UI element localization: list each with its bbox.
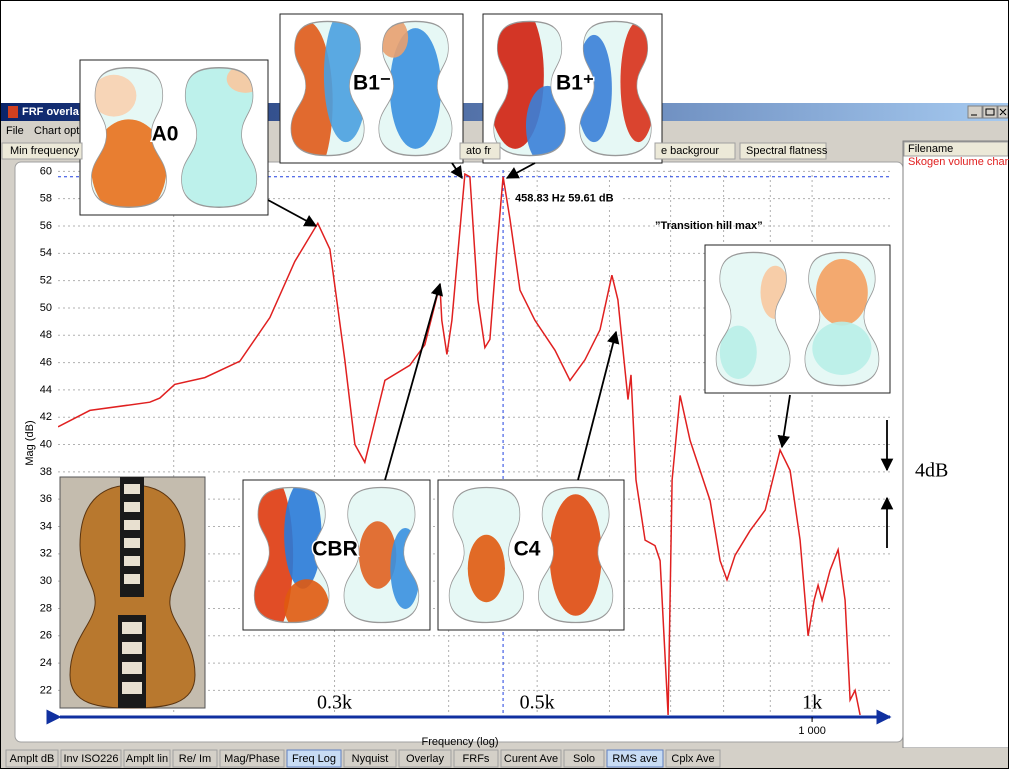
photo-inlay bbox=[124, 520, 140, 530]
tab[interactable]: Amplt lin bbox=[126, 753, 168, 765]
mode-blob bbox=[816, 259, 868, 326]
tab[interactable]: RMS ave bbox=[612, 753, 657, 765]
photo-inlay bbox=[122, 622, 142, 634]
tab[interactable]: Mag/Phase bbox=[224, 753, 280, 765]
mode-label: B1⁺ bbox=[556, 72, 594, 95]
y-tick-label: 32 bbox=[40, 548, 52, 560]
y-tick-label: 42 bbox=[40, 411, 52, 423]
y-tick-label: 24 bbox=[40, 657, 52, 669]
x-axis-label: Frequency (log) bbox=[421, 736, 498, 748]
tab[interactable]: Amplt dB bbox=[10, 753, 55, 765]
menu-item[interactable]: File bbox=[6, 125, 24, 137]
mode-label: A0 bbox=[152, 123, 179, 146]
y-tick-label: 38 bbox=[40, 466, 52, 478]
y-tick-label: 26 bbox=[40, 630, 52, 642]
photo-inlay bbox=[122, 642, 142, 654]
tab[interactable]: Overlay bbox=[406, 753, 444, 765]
y-tick-label: 44 bbox=[40, 384, 52, 396]
transition-label: ”Transition hill max” bbox=[655, 220, 763, 232]
mode-blob bbox=[550, 494, 602, 616]
y-tick-label: 36 bbox=[40, 493, 52, 505]
y-tick-label: 50 bbox=[40, 302, 52, 314]
tab[interactable]: FRFs bbox=[463, 753, 490, 765]
mode-label: C4 bbox=[514, 538, 541, 561]
y-tick-label: 52 bbox=[40, 275, 52, 287]
photo-inlay bbox=[124, 538, 140, 548]
side-header: Filename bbox=[908, 143, 953, 155]
y-tick-label: 54 bbox=[40, 247, 52, 259]
legend-entry: Skogen volume chan... bbox=[908, 156, 1009, 168]
y-tick-label: 22 bbox=[40, 684, 52, 696]
toolbar-button[interactable]: ato fr bbox=[466, 145, 491, 157]
toolbar-button[interactable]: Min frequency bbox=[10, 145, 80, 157]
mode-label: B1⁻ bbox=[353, 72, 391, 95]
photo-inlay bbox=[124, 484, 140, 494]
mode-label: CBR bbox=[312, 538, 358, 561]
mode-blob bbox=[359, 521, 396, 589]
tab[interactable]: Solo bbox=[573, 753, 595, 765]
y-tick-label: 30 bbox=[40, 575, 52, 587]
y-tick-label: 40 bbox=[40, 438, 52, 450]
photo-inlay bbox=[124, 556, 140, 566]
tab[interactable]: Curent Ave bbox=[504, 753, 558, 765]
screenshot: FRF overla Filename A0 B1⁻ B1⁺ CBR C4 ”Transi… bbox=[0, 0, 1009, 769]
y-tick-label: 48 bbox=[40, 329, 52, 341]
scale-label: 4dB bbox=[915, 460, 948, 482]
tab[interactable]: Cplx Ave bbox=[671, 753, 714, 765]
y-tick-label: 46 bbox=[40, 357, 52, 369]
cursor-label: 458.83 Hz 59.61 dB bbox=[515, 193, 614, 205]
window-title: FRF overla bbox=[22, 106, 80, 118]
annotation: 0.3k bbox=[317, 692, 352, 714]
photo-inlay bbox=[122, 662, 142, 674]
annotation: 0.5k bbox=[520, 692, 555, 714]
y-tick-label: 56 bbox=[40, 220, 52, 232]
toolbar-button[interactable]: Spectral flatness bbox=[746, 145, 828, 157]
annotation: 1k bbox=[802, 692, 822, 714]
y-tick-label: 58 bbox=[40, 193, 52, 205]
tab[interactable]: Inv ISO226 bbox=[63, 753, 118, 765]
mode-blob bbox=[468, 535, 505, 603]
tab[interactable]: Nyquist bbox=[352, 753, 389, 765]
photo-inlay bbox=[122, 682, 142, 694]
side-panel bbox=[903, 141, 1009, 748]
mode-blob bbox=[284, 481, 321, 589]
mode-blob bbox=[812, 322, 871, 375]
menu-item[interactable]: Chart opt bbox=[34, 125, 79, 137]
y-tick-label: 34 bbox=[40, 520, 52, 532]
tab[interactable]: Freq Log bbox=[292, 753, 336, 765]
app-icon bbox=[8, 106, 18, 118]
y-tick-label: 28 bbox=[40, 602, 52, 614]
toolbar-button[interactable]: e backgrour bbox=[661, 145, 719, 157]
x-tick-label: 1 000 bbox=[798, 725, 826, 737]
tab[interactable]: Re/ Im bbox=[179, 753, 211, 765]
window-buttons[interactable] bbox=[968, 106, 1008, 118]
y-tick-label: 60 bbox=[40, 165, 52, 177]
y-axis-label: Mag (dB) bbox=[24, 420, 36, 465]
photo-inlay bbox=[124, 574, 140, 584]
photo-inlay bbox=[124, 502, 140, 512]
